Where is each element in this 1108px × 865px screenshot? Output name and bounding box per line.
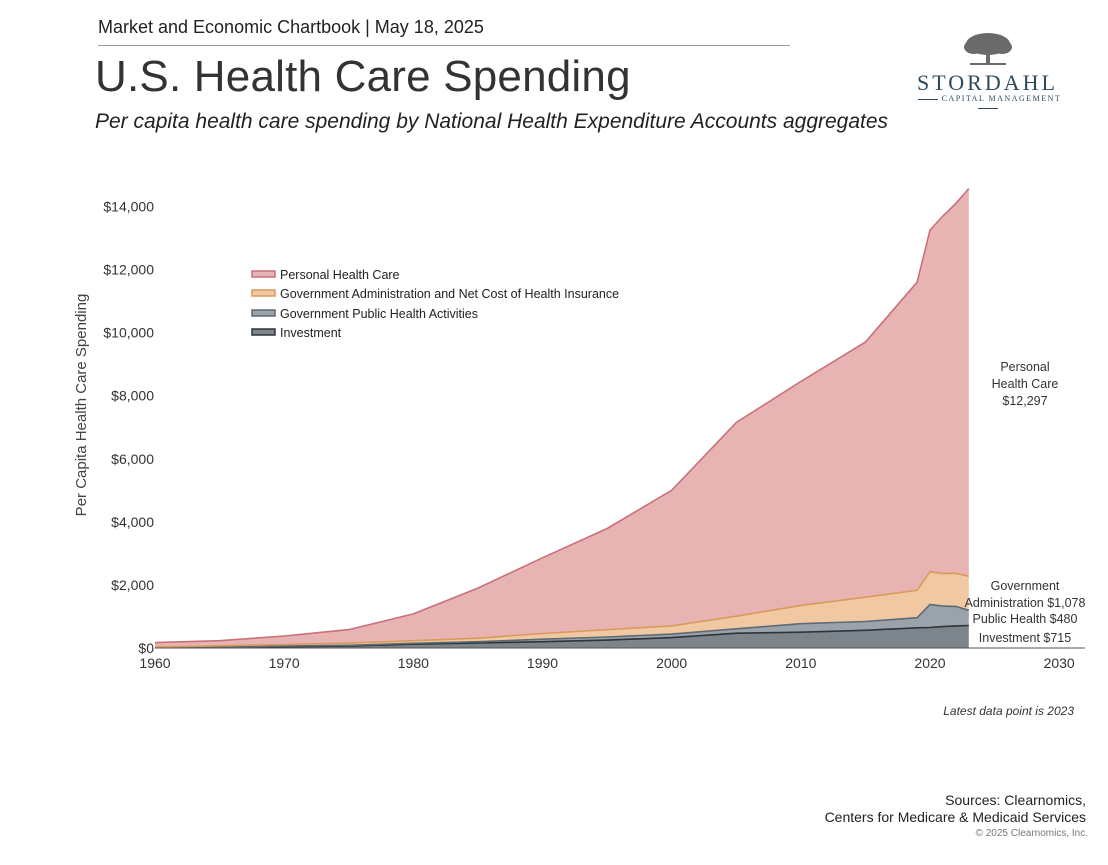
annotation-investment: Investment $715: [979, 631, 1071, 645]
area-personal-health-care-line: [154, 188, 970, 644]
legend-swatch-admin: [251, 289, 276, 297]
y-tick-label: $10,000: [103, 325, 154, 341]
tree-icon: [964, 33, 1012, 65]
latest-data-note: Latest data point is 2023: [943, 704, 1074, 718]
x-tick-label: 1970: [269, 655, 300, 671]
x-tick-label: 1990: [527, 655, 558, 671]
x-tick-label: 1960: [139, 655, 170, 671]
page-subtitle: Per capita health care spending by Natio…: [95, 110, 889, 133]
legend-swatch-personal: [251, 270, 276, 278]
legend: Personal Health Care Government Administ…: [251, 268, 619, 340]
y-axis-label: Per Capita Health Care Spending: [73, 294, 90, 517]
area-administration-line: [154, 570, 969, 648]
sources-line-1: Sources: Clearnomics,: [945, 792, 1086, 808]
area-administration: [155, 571, 969, 648]
annotation-personal-line1: Personal: [1000, 360, 1049, 374]
x-tick-label: 2030: [1044, 655, 1075, 671]
legend-swatch-public: [251, 309, 276, 317]
legend-item-public: Government Public Health Activities: [280, 307, 478, 321]
legend-item-personal: Personal Health Care: [280, 268, 400, 282]
legend-item-admin: Government Administration and Net Cost o…: [280, 287, 619, 301]
y-tick-label: $4,000: [111, 514, 154, 530]
y-tick-label: $0: [138, 640, 154, 656]
x-tick-label: 2010: [785, 655, 816, 671]
annotation-personal-value: $12,297: [1002, 394, 1047, 408]
y-tick-label: $14,000: [103, 199, 154, 215]
annotation-admin-line1: Government: [991, 579, 1060, 593]
sources-line-2: Centers for Medicare & Medicaid Services: [824, 809, 1086, 825]
copyright: © 2025 Clearnomics, Inc.: [975, 828, 1088, 839]
x-tick-label: 2020: [914, 655, 945, 671]
y-tick-label: $2,000: [111, 577, 154, 593]
legend-swatch-investment: [251, 328, 276, 336]
x-tick-label: 1980: [398, 655, 429, 671]
legend-item-investment: Investment: [280, 326, 342, 340]
header-divider: [98, 45, 790, 46]
y-tick-label: $8,000: [111, 388, 154, 404]
area-public-health-line: [154, 603, 970, 649]
page-title: U.S. Health Care Spending: [95, 52, 631, 101]
stordahl-logo: STORDAHL CAPITAL MANAGEMENT: [900, 30, 1075, 110]
chartbook-header: Market and Economic Chartbook | May 18, …: [98, 17, 484, 37]
sources: Sources: Clearnomics, Centers for Medica…: [825, 792, 1086, 826]
annotation-public: Public Health $480: [973, 612, 1078, 626]
y-tick-label: $6,000: [111, 451, 154, 467]
annotation-personal-line2: Health Care: [992, 377, 1059, 391]
logo-tagline: CAPITAL MANAGEMENT: [900, 94, 1075, 112]
annotations: Personal Health Care $12,297 Government …: [965, 360, 1086, 645]
x-tick-label: 2000: [656, 655, 687, 671]
area-investment: [155, 625, 969, 648]
area-personal-health-care: [155, 188, 969, 647]
logo-name: STORDAHL: [917, 70, 1058, 95]
y-tick-label: $12,000: [103, 262, 154, 278]
annotation-admin-line2: Administration $1,078: [965, 596, 1086, 610]
